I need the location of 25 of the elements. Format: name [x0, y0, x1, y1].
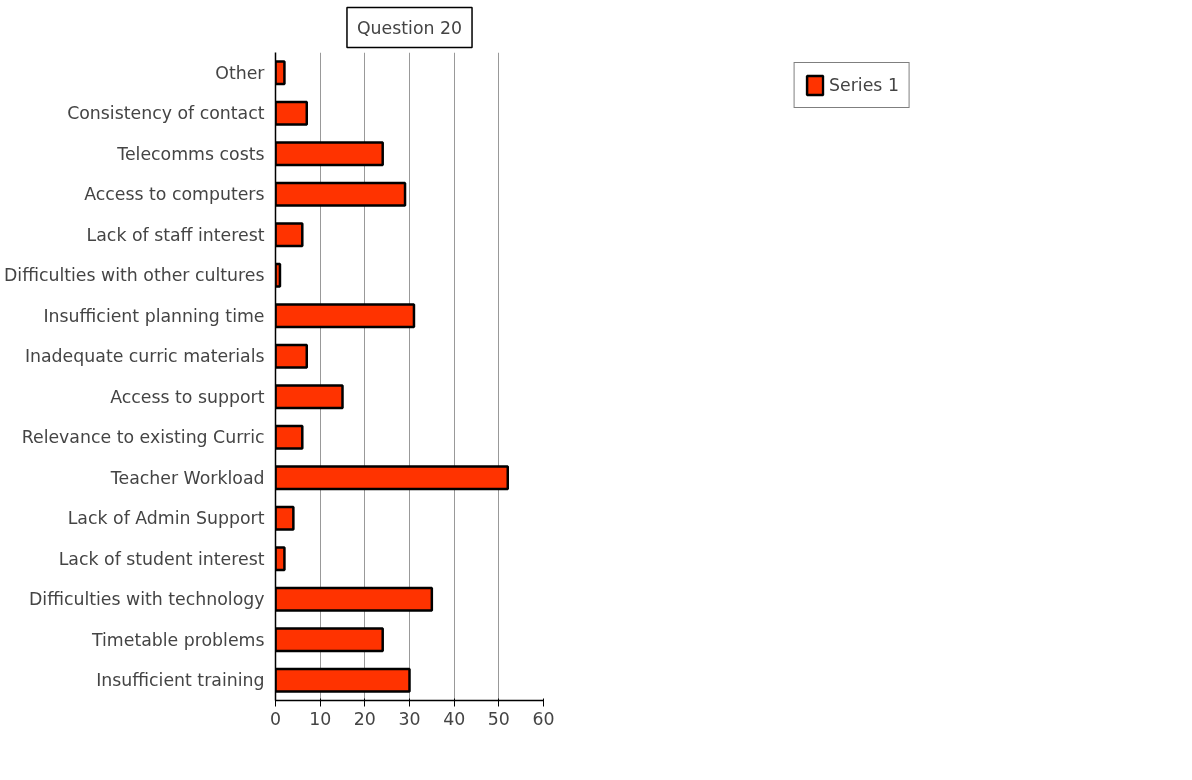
y-tick-label: Timetable problems: [90, 629, 265, 650]
y-tick-label: Lack of student interest: [58, 548, 265, 569]
y-tick-label: Relevance to existing Curric: [21, 427, 265, 448]
y-tick-label: Access to support: [110, 386, 265, 407]
x-tick-label: 60: [532, 708, 555, 729]
chart-title: Question 20: [356, 17, 463, 38]
x-tick-label: 20: [353, 708, 376, 729]
y-tick-label: Other: [215, 62, 266, 83]
y-tick-label: Difficulties with other cultures: [3, 265, 265, 286]
x-tick-label: 10: [309, 708, 332, 729]
legend-label: Series 1: [829, 75, 899, 95]
x-tick-label: 40: [443, 708, 466, 729]
y-tick-label: Telecomms costs: [116, 143, 265, 164]
y-tick-label: Lack of staff interest: [86, 224, 265, 245]
y-tick-label: Insufficient planning time: [43, 305, 265, 326]
y-tick-label: Inadequate curric materials: [24, 346, 265, 367]
y-tick-label: Insufficient training: [96, 670, 265, 691]
y-tick-label: Access to computers: [84, 184, 265, 205]
y-tick-label: Difficulties with technology: [28, 589, 265, 610]
y-tick-label: Consistency of contact: [67, 103, 265, 124]
x-tick-label: 0: [269, 708, 282, 729]
y-tick-label: Teacher Workload: [109, 467, 265, 488]
y-tick-label: Lack of Admin Support: [67, 508, 265, 529]
x-tick-label: 50: [487, 708, 510, 729]
x-tick-label: 30: [398, 708, 421, 729]
